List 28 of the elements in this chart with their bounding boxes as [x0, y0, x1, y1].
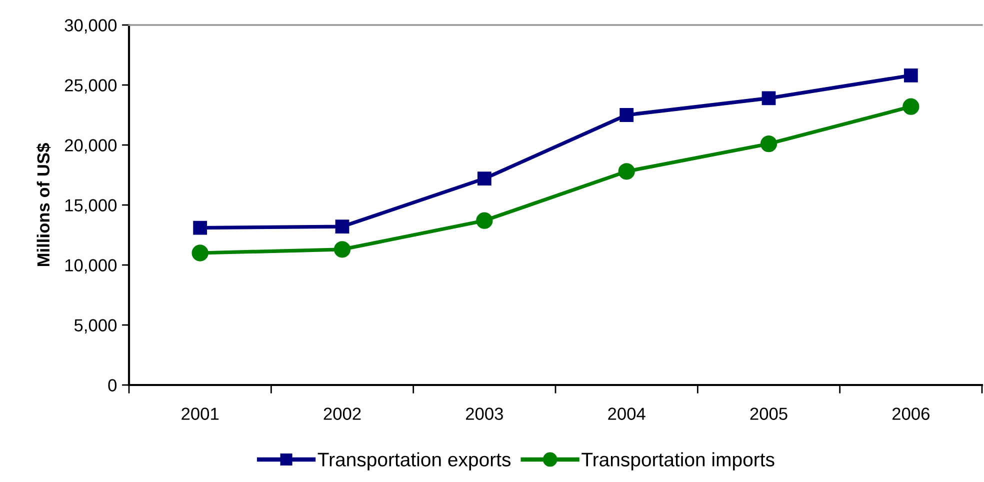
y-tick-label: 20,000 [64, 139, 117, 154]
y-tick-label: 0 [108, 379, 117, 392]
x-tick-label: 2004 [608, 408, 646, 420]
point [902, 98, 920, 115]
legend-label: Transportation imports [582, 452, 774, 470]
point [477, 172, 492, 186]
x-tick-label: 2002 [324, 408, 361, 420]
x-tick-label: 2006 [892, 408, 930, 420]
y-tick-label: 30,000 [64, 19, 117, 34]
point [193, 220, 208, 235]
point [335, 220, 350, 234]
point [476, 212, 493, 229]
x-tick-label: 2005 [750, 408, 788, 420]
point [618, 163, 635, 180]
point [760, 135, 778, 152]
point [762, 91, 776, 106]
point [904, 68, 918, 82]
legend-label: Transportation exports [318, 452, 510, 470]
y-tick-label: 5,000 [74, 319, 117, 334]
point [334, 241, 351, 258]
point [620, 108, 634, 122]
x-tick-label: 2001 [182, 408, 219, 420]
y-axis-title: Millions of US$ [36, 143, 51, 266]
y-tick-label: 15,000 [65, 199, 117, 214]
point [192, 244, 208, 262]
y-tick-label: 10,000 [65, 259, 117, 274]
x-tick-label: 2003 [466, 408, 503, 420]
y-tick-label: 25,000 [64, 79, 117, 94]
